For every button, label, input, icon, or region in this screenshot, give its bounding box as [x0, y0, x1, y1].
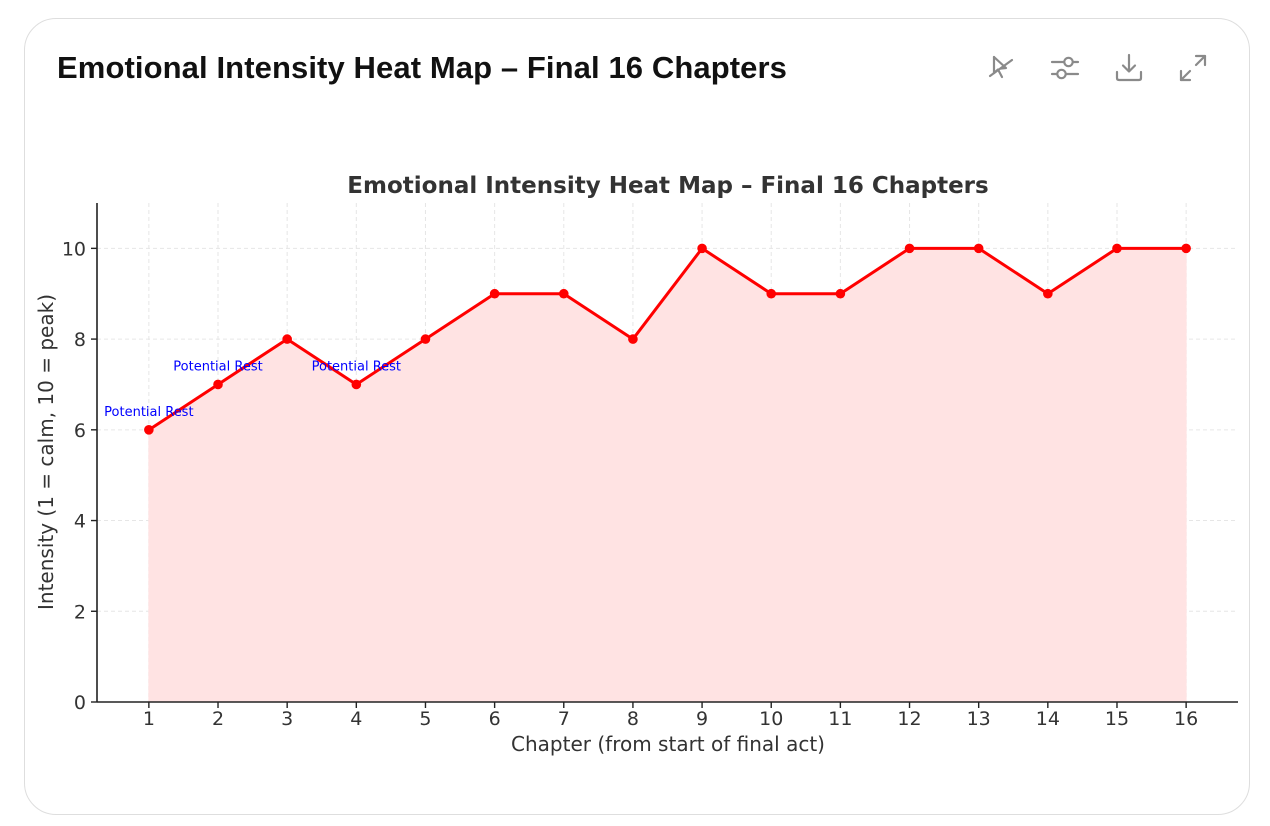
expand-button[interactable]	[1168, 48, 1218, 88]
chart-title: Emotional Intensity Heat Map – Final 16 …	[347, 173, 988, 199]
x-tick-label: 5	[419, 708, 431, 730]
axes	[91, 203, 1238, 708]
download-button[interactable]	[1104, 48, 1154, 88]
data-point	[1043, 288, 1053, 299]
data-point	[835, 288, 846, 299]
annotation-label: Potential Rest	[104, 405, 193, 420]
data-point	[282, 334, 292, 344]
data-point	[420, 334, 431, 344]
toggle-interactive-button[interactable]	[976, 48, 1026, 88]
x-tick-label: 15	[1105, 708, 1129, 730]
x-tick-label: 13	[967, 708, 991, 730]
data-point	[766, 288, 777, 299]
annotation-label: Potential Rest	[173, 359, 262, 374]
y-tick-label: 0	[74, 692, 86, 714]
x-tick-label: 12	[897, 708, 921, 730]
x-tick-label: 2	[212, 708, 224, 730]
y-axis-label: Intensity (1 = calm, 10 = peak)	[34, 294, 58, 610]
x-tick-label: 9	[696, 708, 708, 730]
y-tick-label: 2	[74, 601, 86, 623]
x-axis-label: Chapter (from start of final act)	[511, 732, 825, 756]
x-tick-label: 16	[1174, 708, 1198, 730]
x-tick-label: 6	[489, 708, 501, 730]
y-tick-label: 6	[74, 420, 86, 442]
chart-settings-button[interactable]	[1040, 48, 1090, 88]
y-tick-label: 4	[74, 511, 86, 533]
x-tick-label: 1	[143, 708, 155, 730]
data-point	[351, 379, 362, 390]
download-icon	[1115, 53, 1143, 82]
chart-toolbar	[976, 48, 1218, 88]
y-tick-label: 10	[62, 238, 86, 260]
x-tick-label: 11	[828, 708, 852, 730]
data-points	[144, 243, 1191, 435]
x-tick-label: 8	[627, 708, 639, 730]
expand-icon	[1179, 54, 1207, 82]
area-fill-layer	[148, 247, 1187, 703]
data-point	[1181, 243, 1191, 254]
data-point	[558, 288, 569, 299]
sliders-icon	[1050, 56, 1080, 80]
series-line-layer	[148, 246, 1187, 432]
data-point	[628, 334, 638, 344]
cursor-off-icon	[988, 55, 1014, 79]
annotations: Potential Rest Potential Rest Potential Re…	[104, 359, 401, 419]
area-fill	[148, 247, 1187, 703]
y-tick-label: 8	[74, 329, 86, 351]
x-tick-label: 3	[281, 708, 293, 730]
data-point	[489, 288, 500, 299]
data-point	[973, 243, 984, 254]
card-title: Emotional Intensity Heat Map – Final 16 …	[57, 50, 788, 85]
annotation-label: Potential Rest	[312, 359, 401, 374]
data-point	[1112, 243, 1122, 254]
x-tick-label: 14	[1036, 708, 1060, 730]
data-point	[144, 425, 154, 435]
series-line	[148, 246, 1187, 432]
data-point	[904, 243, 915, 254]
x-tick-label: 10	[759, 708, 783, 730]
x-tick-label: 7	[558, 708, 570, 730]
data-point	[697, 243, 707, 254]
data-point	[213, 379, 223, 390]
x-tick-label: 4	[350, 708, 362, 730]
